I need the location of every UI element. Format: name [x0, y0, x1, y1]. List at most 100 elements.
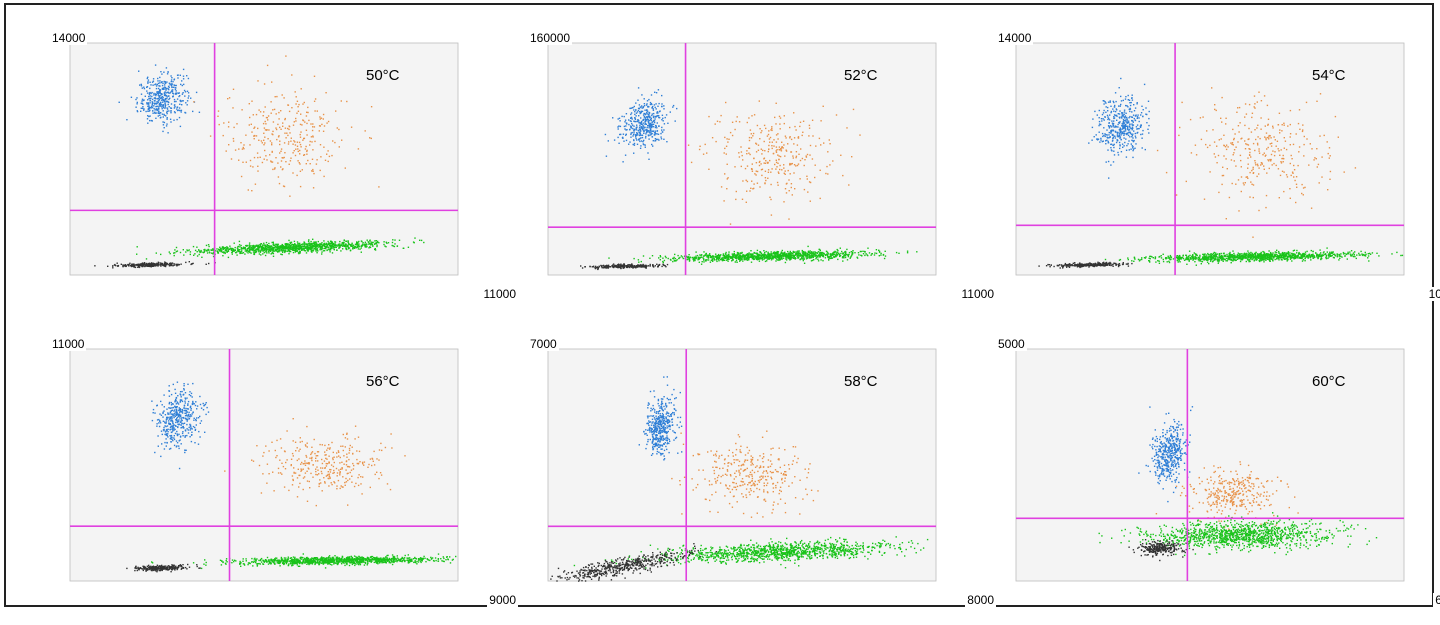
droplet-point [725, 252, 726, 253]
droplet-point [155, 94, 156, 95]
droplet-point [655, 138, 656, 139]
droplet-point [727, 164, 728, 165]
droplet-point [310, 243, 311, 244]
droplet-point [812, 255, 813, 256]
droplet-point [159, 77, 160, 78]
droplet-point [791, 257, 792, 258]
droplet-point [141, 264, 142, 265]
droplet-point [310, 241, 311, 242]
droplet-point [736, 191, 737, 192]
droplet-point [276, 250, 277, 251]
droplet-point [660, 136, 661, 137]
droplet-point [839, 256, 840, 257]
droplet-point [717, 121, 718, 122]
droplet-point [163, 124, 164, 125]
droplet-point [1116, 142, 1117, 143]
droplet-point [792, 163, 793, 164]
droplet-point [739, 256, 740, 257]
droplet-point [152, 113, 153, 114]
droplet-point [173, 87, 174, 88]
droplet-point [149, 110, 150, 111]
droplet-point [184, 95, 185, 96]
droplet-point [834, 257, 835, 258]
droplet-point [147, 81, 148, 82]
droplet-point [276, 244, 277, 245]
droplet-point [1119, 121, 1120, 122]
droplet-point [1135, 136, 1136, 137]
droplet-point [628, 119, 629, 120]
droplet-point [664, 260, 665, 261]
droplet-point [1124, 120, 1125, 121]
droplet-point [750, 250, 751, 251]
droplet-point [259, 246, 260, 247]
droplet-point [146, 258, 147, 259]
droplet-point [713, 256, 714, 257]
droplet-point [250, 160, 251, 161]
droplet-point [768, 145, 769, 146]
droplet-point [658, 89, 659, 90]
droplet-point [295, 251, 296, 252]
droplet-point [1157, 150, 1158, 151]
droplet-point [1123, 121, 1124, 122]
droplet-point [736, 260, 737, 261]
droplet-point [292, 244, 293, 245]
droplet-point [223, 122, 224, 123]
droplet-point [337, 245, 338, 246]
droplet-point [738, 259, 739, 260]
droplet-point [267, 244, 268, 245]
droplet-point [140, 111, 141, 112]
droplet-point [358, 243, 359, 244]
droplet-point [162, 102, 163, 103]
droplet-point [656, 127, 657, 128]
droplet-point [827, 252, 828, 253]
droplet-point [693, 259, 694, 260]
droplet-point [1119, 138, 1120, 139]
droplet-point [1100, 138, 1101, 139]
droplet-point [672, 106, 673, 107]
droplet-point [309, 248, 310, 249]
droplet-point [613, 266, 614, 267]
droplet-point [589, 266, 590, 267]
droplet-point [647, 100, 648, 101]
droplet-point [166, 98, 167, 99]
droplet-point [795, 157, 796, 158]
droplet-point [1122, 147, 1123, 148]
droplet-point [789, 164, 790, 165]
droplet-point [1261, 100, 1262, 101]
droplet-point [640, 123, 641, 124]
droplet-point [638, 120, 639, 121]
droplet-point [1296, 184, 1297, 185]
droplet-point [708, 169, 709, 170]
droplet-point [1255, 164, 1256, 165]
droplet-point [221, 250, 222, 251]
droplet-point [263, 140, 264, 141]
droplet-point [197, 251, 198, 252]
droplet-point [655, 127, 656, 128]
droplet-point [1215, 156, 1216, 157]
droplet-point [635, 102, 636, 103]
droplet-point [329, 251, 330, 252]
droplet-point [246, 162, 247, 163]
droplet-point [623, 134, 624, 135]
droplet-point [154, 263, 155, 264]
droplet-point [254, 157, 255, 158]
droplet-point [788, 170, 789, 171]
droplet-point [1266, 172, 1267, 173]
droplet-point [1301, 193, 1302, 194]
droplet-point [376, 240, 377, 241]
droplet-point [639, 135, 640, 136]
droplet-point [1103, 103, 1104, 104]
droplet-point [853, 109, 854, 110]
droplet-point [296, 96, 297, 97]
droplet-point [1127, 127, 1128, 128]
droplet-point [1191, 152, 1192, 153]
droplet-point [268, 245, 269, 246]
droplet-point [631, 265, 632, 266]
droplet-point [726, 188, 727, 189]
droplet-point [1200, 117, 1201, 118]
droplet-point [176, 119, 177, 120]
droplet-point [414, 237, 415, 238]
droplet-point [1254, 129, 1255, 130]
droplet-point [338, 129, 339, 130]
droplet-point [156, 108, 157, 109]
